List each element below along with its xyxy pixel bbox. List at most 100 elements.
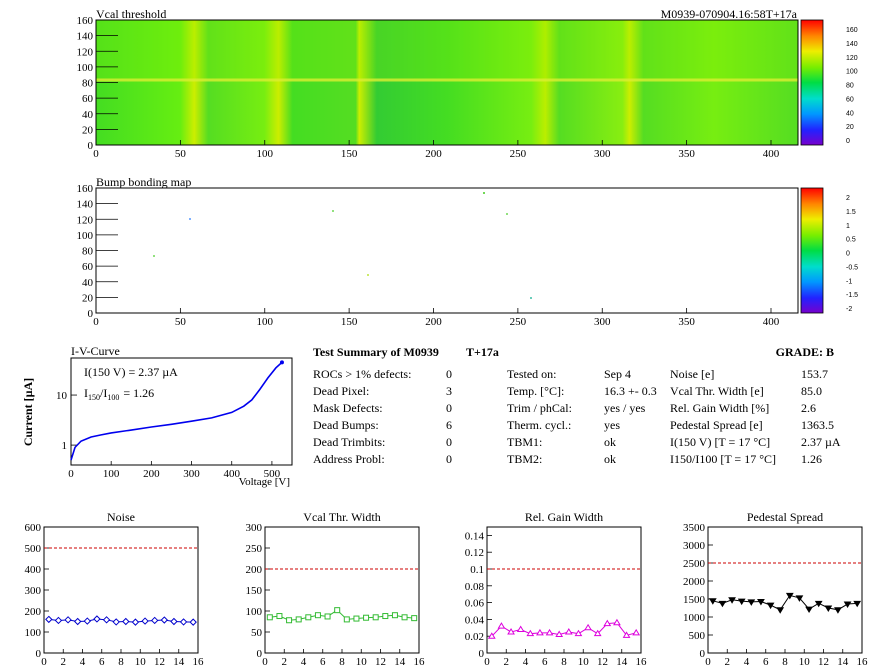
summary-left-value: 0 <box>446 435 452 449</box>
dead-bump-dot <box>332 210 334 212</box>
small-chart-line <box>48 618 194 623</box>
small-chart-x-tick-label: 6 <box>320 656 326 668</box>
small-chart-y-tick-label: 150 <box>246 585 263 597</box>
data-point <box>411 615 418 622</box>
vcal-map-axes: 0 50 100 150 200 250 300 350 400 0 20 40 60 80 100 120 1… <box>77 15 780 160</box>
small-chart-x-tick-label: 14 <box>616 656 628 668</box>
small-chart-y-tick-label: 600 <box>25 522 42 534</box>
small-chart-y-tick-label: 3000 <box>683 540 706 552</box>
summary-middle-value: yes <box>604 418 620 432</box>
data-point <box>536 628 544 636</box>
summary-right-value: 2.6 <box>801 401 816 415</box>
data-point <box>603 619 612 627</box>
small-chart-y-tick-label: 0 <box>479 648 485 660</box>
small-chart-y-tick-label: 200 <box>25 606 42 618</box>
small-chart-x-tick-label: 2 <box>282 656 288 668</box>
small-chart-y-tick-label: 1500 <box>683 594 706 606</box>
summary-left-value: 0 <box>446 401 452 415</box>
data-point <box>141 617 149 625</box>
data-point <box>785 592 794 600</box>
data-point <box>179 618 188 626</box>
vcal-map-upper-half <box>96 20 798 80</box>
grade-label: GRADE: B <box>776 345 834 359</box>
dead-bump-dot <box>506 213 508 215</box>
data-point <box>73 617 82 626</box>
small-chart-x-tick-label: 12 <box>597 656 608 668</box>
vcal-map-heat <box>96 20 798 145</box>
data-point <box>353 615 360 622</box>
map-y-tick-label: 100 <box>77 230 94 242</box>
map-x-tick-label: 100 <box>257 316 274 328</box>
vcal-palette <box>800 19 824 146</box>
data-point <box>516 625 525 632</box>
small-chart-x-tick-label: 0 <box>484 656 490 668</box>
summary-rows: ROCs > 1% defects: 0 Dead Pixel: 3 Mask Defe… <box>313 367 841 466</box>
summary-right-label: Pedestal Spread [e] <box>670 418 763 432</box>
bump-bonding-map: Bump bonding map 0 50 100 150 200 250 300 350 40… <box>77 175 859 328</box>
map-y-tick-label: 80 <box>82 78 94 90</box>
small-chart-y-tick-label: 200 <box>246 564 263 576</box>
data-point <box>834 607 842 614</box>
map-x-tick-label: 50 <box>175 316 187 328</box>
small-chart-y-tick-label: 100 <box>246 606 263 618</box>
small-chart-y-tick-label: 0 <box>700 648 706 660</box>
small-chart-x-tick-label: 4 <box>744 656 750 668</box>
dead-bump-dot <box>189 218 191 220</box>
map-y-tick-label: 0 <box>88 140 94 152</box>
small-chart-line <box>712 594 858 611</box>
summary-left-label: Dead Bumps: <box>313 418 379 432</box>
palette-label: 0 <box>846 138 850 145</box>
map-y-tick-label: 40 <box>82 109 94 121</box>
data-point <box>632 628 641 636</box>
map-y-tick-label: 80 <box>82 246 94 258</box>
small-chart-x-tick-label: 14 <box>394 656 406 668</box>
map-y-tick-label: 100 <box>77 62 94 74</box>
map-y-tick-label: 140 <box>77 31 94 43</box>
small-chart-2: Rel. Gain Width 0 0.02 0.04 0.06 0.08 0.1 0.12 0… <box>465 510 647 668</box>
small-chart-y-tick-label: 0.06 <box>465 598 485 610</box>
small-chart-x-tick-label: 14 <box>173 656 185 668</box>
palette-label: 120 <box>846 55 858 62</box>
small-chart-y-tick-label: 0.1 <box>470 564 484 576</box>
palette-label: -1 <box>846 278 852 285</box>
iv-x-tick-label: 200 <box>143 468 160 480</box>
data-point <box>584 623 592 631</box>
map-y-tick-label: 0 <box>88 308 94 320</box>
summary-left-value: 0 <box>446 452 452 466</box>
data-point <box>853 600 862 608</box>
summary-tag: T+17a <box>466 345 499 359</box>
data-point <box>334 607 341 614</box>
small-chart-y-tick-label: 300 <box>246 522 263 534</box>
small-chart-x-tick-label: 4 <box>301 656 307 668</box>
summary-middle-label: Trim / phCal: <box>507 401 572 415</box>
map-y-tick-label: 140 <box>77 199 94 211</box>
summary-right-label: Rel. Gain Width [%] <box>670 401 769 415</box>
data-point <box>363 614 370 621</box>
palette-label: 0.5 <box>846 237 856 244</box>
summary-left-label: Address Probl: <box>313 452 385 466</box>
map-y-tick-label: 160 <box>77 183 94 195</box>
data-point <box>613 618 621 626</box>
data-point <box>93 615 101 623</box>
map-y-tick-label: 120 <box>77 214 94 226</box>
iv-curve-line <box>70 361 283 461</box>
summary-right-value: 2.37 µA <box>801 435 841 449</box>
small-chart-y-tick-label: 2000 <box>683 576 706 588</box>
palette-label: 0 <box>846 251 850 258</box>
dead-bump-dot <box>483 192 485 194</box>
small-chart-y-tick-label: 0.08 <box>465 581 485 593</box>
iv-x-tick-label: 400 <box>223 468 240 480</box>
summary-right-value: 1363.5 <box>801 418 834 432</box>
bump-map-frame <box>95 187 799 314</box>
vcal-palette-labels: 160 140 120 100 80 60 40 20 0 <box>846 27 858 145</box>
palette-label: -2 <box>846 306 852 313</box>
small-chart-y-tick-label: 3500 <box>683 522 706 534</box>
small-chart-y-tick-label: 0 <box>36 648 42 660</box>
data-point <box>814 600 823 608</box>
data-point <box>314 612 321 619</box>
data-point <box>718 600 727 608</box>
palette-label: 100 <box>846 69 858 76</box>
data-point <box>507 628 515 635</box>
summary-middle-label: TBM2: <box>507 452 542 466</box>
